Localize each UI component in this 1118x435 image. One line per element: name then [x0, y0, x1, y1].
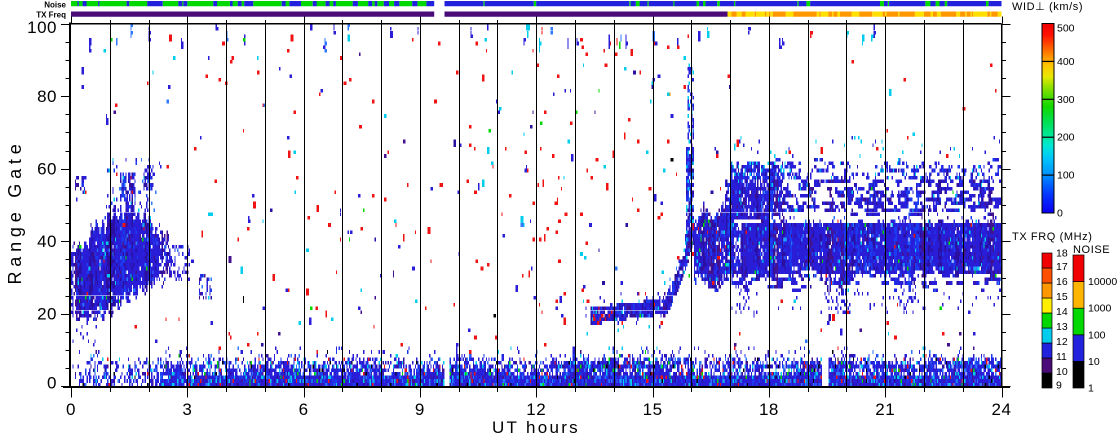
svg-text:14: 14	[1056, 306, 1068, 318]
svg-text:15: 15	[1056, 291, 1068, 303]
svg-text:Range Gate: Range Gate	[5, 139, 25, 284]
svg-text:40: 40	[37, 232, 57, 251]
svg-text:6: 6	[299, 400, 309, 419]
svg-text:100: 100	[27, 18, 57, 37]
svg-text:1: 1	[1088, 383, 1094, 395]
svg-text:21: 21	[875, 400, 895, 419]
svg-text:NOISE: NOISE	[1073, 244, 1110, 256]
svg-text:9: 9	[415, 400, 425, 419]
svg-text:0: 0	[47, 373, 57, 392]
svg-text:Noise: Noise	[44, 1, 66, 10]
svg-text:10: 10	[1088, 356, 1100, 368]
svg-text:80: 80	[37, 87, 57, 106]
svg-text:TX FRQ (MHz): TX FRQ (MHz)	[1012, 231, 1093, 243]
svg-text:18: 18	[1056, 248, 1068, 260]
svg-text:WID⊥ (km/s): WID⊥ (km/s)	[1012, 1, 1083, 13]
svg-text:13: 13	[1056, 321, 1068, 333]
svg-text:500: 500	[1057, 23, 1075, 35]
svg-text:12: 12	[526, 400, 546, 419]
svg-text:200: 200	[1057, 132, 1075, 144]
svg-text:1000: 1000	[1088, 303, 1112, 315]
svg-text:TX Freq: TX Freq	[36, 11, 66, 20]
svg-text:60: 60	[37, 160, 57, 179]
svg-text:0: 0	[1057, 208, 1063, 220]
svg-text:3: 3	[182, 400, 192, 419]
svg-text:100: 100	[1057, 170, 1075, 182]
svg-text:20: 20	[37, 305, 57, 324]
svg-text:24: 24	[992, 400, 1012, 419]
svg-text:12: 12	[1056, 336, 1068, 348]
svg-text:18: 18	[759, 400, 779, 419]
svg-text:9: 9	[1056, 380, 1062, 392]
svg-text:300: 300	[1057, 94, 1075, 106]
svg-text:0: 0	[66, 400, 76, 419]
svg-text:15: 15	[643, 400, 663, 419]
svg-text:10: 10	[1056, 366, 1068, 378]
svg-text:400: 400	[1057, 56, 1075, 68]
svg-text:UT hours: UT hours	[492, 418, 580, 435]
svg-text:100: 100	[1088, 329, 1106, 341]
svg-text:10000: 10000	[1088, 276, 1117, 288]
svg-text:11: 11	[1056, 351, 1067, 363]
svg-text:17: 17	[1056, 261, 1068, 273]
svg-text:16: 16	[1056, 276, 1068, 288]
